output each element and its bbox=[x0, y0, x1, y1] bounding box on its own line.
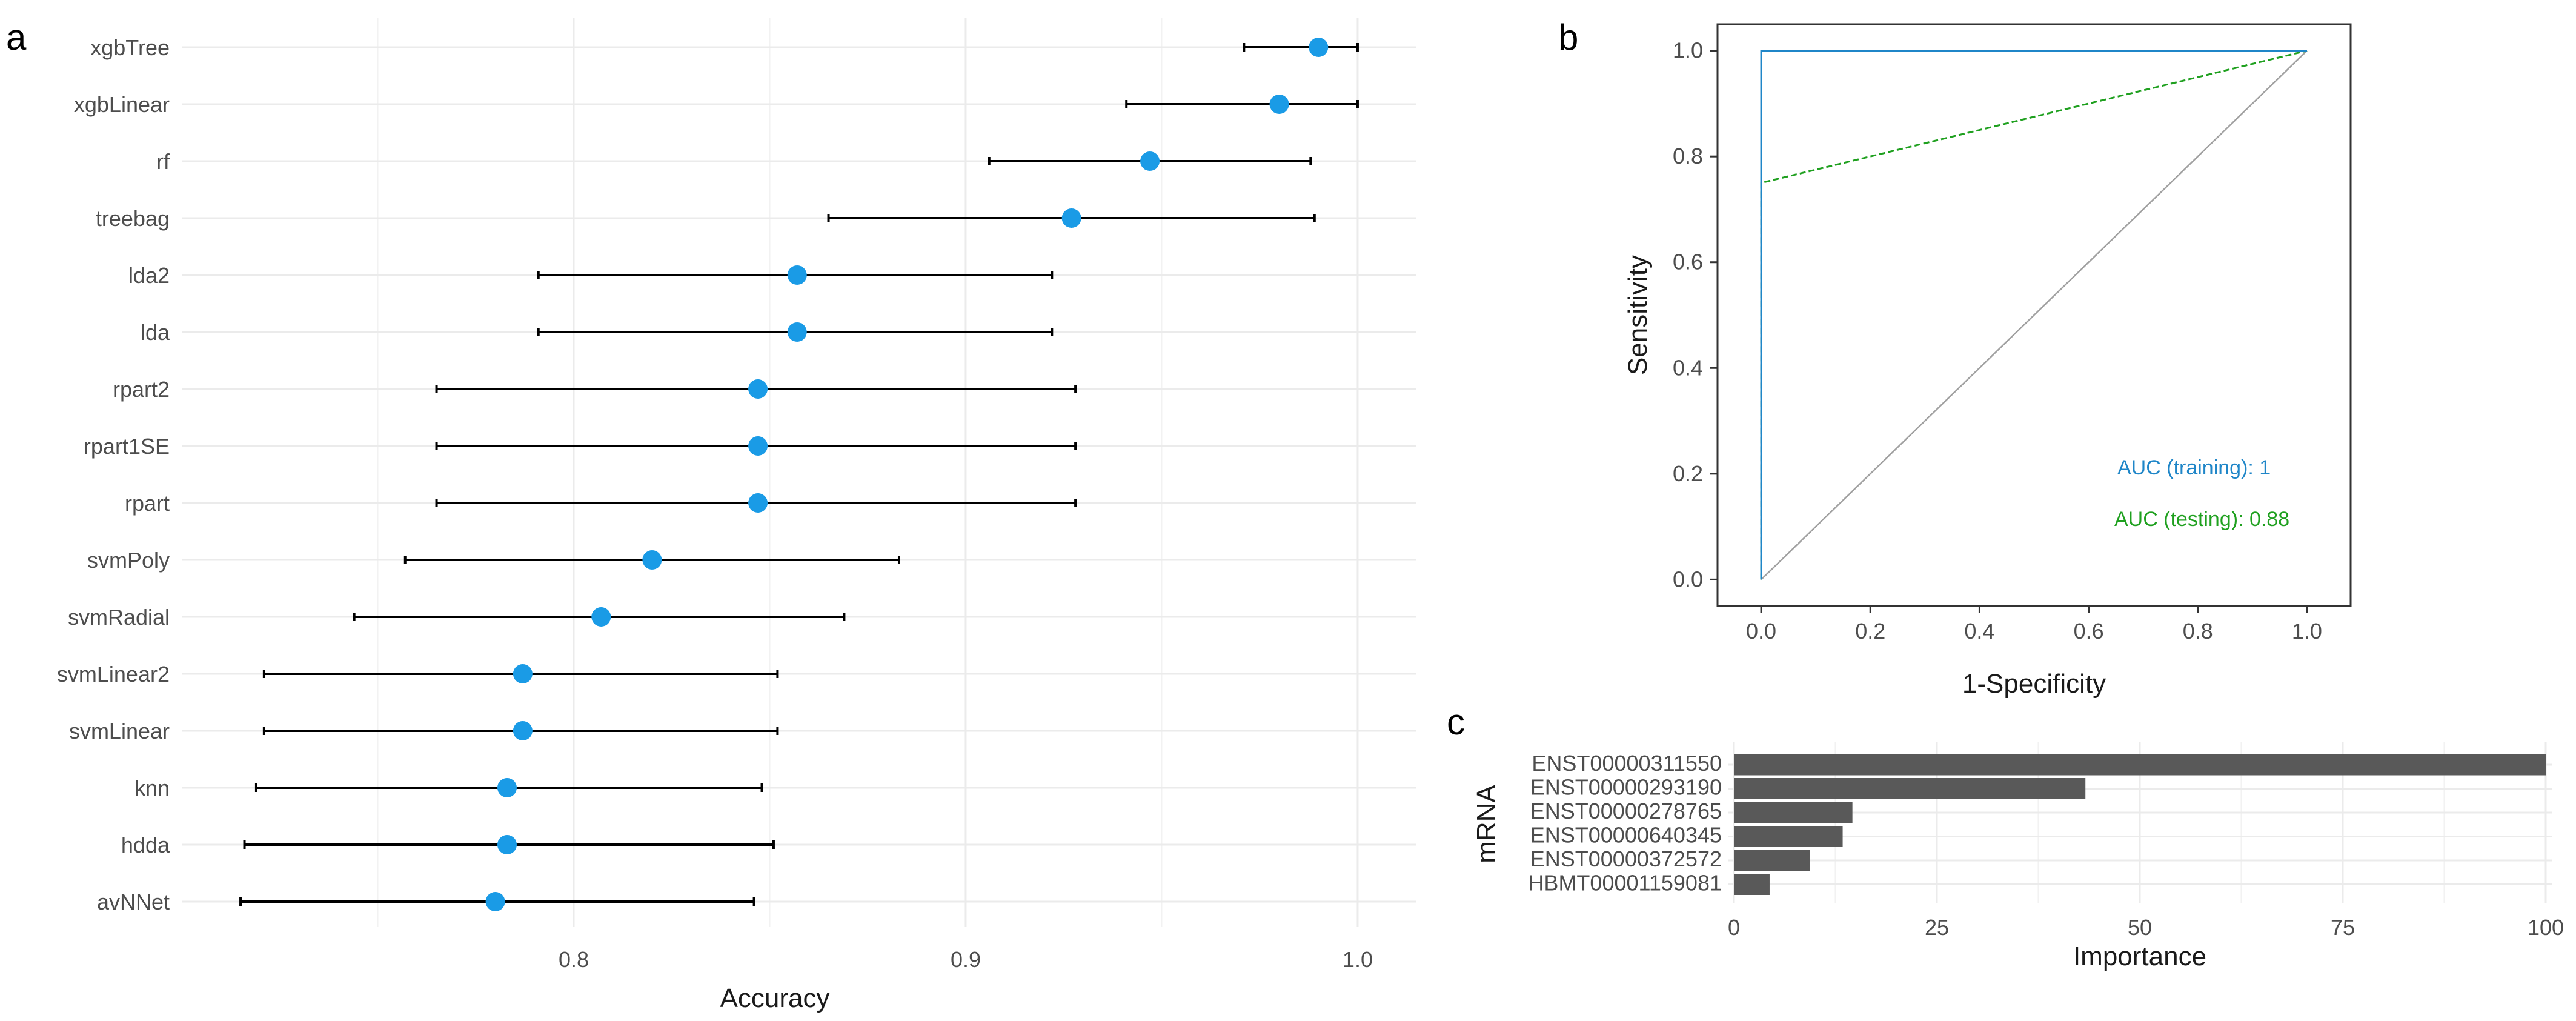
x-tick-label: 0.9 bbox=[951, 947, 981, 972]
y-tick-label: ENST00000640345 bbox=[1530, 823, 1722, 848]
importance-bar bbox=[1734, 802, 1853, 823]
y-tick-label: svmLinear bbox=[69, 719, 170, 743]
y-tick-label: 0.4 bbox=[1673, 355, 1703, 380]
x-axis-title: 1-Specificity bbox=[1962, 669, 2106, 699]
y-tick-label: 0.6 bbox=[1673, 250, 1703, 274]
y-tick-label: svmLinear2 bbox=[57, 662, 170, 687]
importance-bar bbox=[1734, 874, 1770, 895]
x-tick-label: 1.0 bbox=[2292, 619, 2322, 644]
y-axis-title: Sensitivity bbox=[1623, 255, 1653, 375]
y-tick-label: ENST00000372572 bbox=[1530, 846, 1722, 871]
x-tick-label: 75 bbox=[2331, 915, 2355, 940]
roc-line-reference bbox=[1761, 50, 2308, 580]
y-tick-label: rpart bbox=[125, 491, 170, 516]
data-point bbox=[591, 607, 611, 627]
importance-bar bbox=[1734, 754, 2546, 776]
auc-testing-label: AUC (testing): 0.88 bbox=[2114, 508, 2289, 531]
x-tick-label: 0.2 bbox=[1855, 619, 1885, 644]
x-tick-label: 25 bbox=[1925, 915, 1949, 940]
data-point bbox=[748, 493, 768, 513]
y-tick-label: lda bbox=[141, 320, 170, 345]
x-tick-label: 0.0 bbox=[1746, 619, 1776, 644]
data-point bbox=[787, 322, 807, 342]
x-tick-label: 100 bbox=[2528, 915, 2564, 940]
data-point bbox=[787, 265, 807, 285]
panel-label-b: b bbox=[1558, 17, 1578, 58]
data-point bbox=[1061, 208, 1081, 228]
x-tick-label: 0 bbox=[1728, 915, 1740, 940]
importance-bar bbox=[1734, 826, 1843, 847]
x-axis-title: Accuracy bbox=[720, 983, 830, 1013]
data-point bbox=[513, 664, 533, 683]
importance-bar bbox=[1734, 850, 1810, 871]
y-tick-label: rpart2 bbox=[113, 377, 170, 402]
y-tick-label: rf bbox=[156, 149, 170, 174]
y-tick-label: ENST00000311550 bbox=[1532, 751, 1722, 776]
y-tick-label: HBMT00001159081 bbox=[1528, 871, 1722, 896]
y-tick-label: rpart1SE bbox=[84, 434, 170, 459]
x-tick-label: 50 bbox=[2128, 915, 2152, 940]
y-tick-label: knn bbox=[134, 776, 170, 800]
panel-a-dot-whisker-plot: xgbTree xgbLinear rf treebag lda2 lda rpart2 rp… bbox=[57, 18, 1416, 1013]
data-point bbox=[748, 436, 768, 456]
y-tick-label: xgbLinear bbox=[74, 92, 170, 117]
data-point bbox=[642, 550, 662, 570]
importance-bar bbox=[1734, 778, 2086, 799]
y-tick-label: svmPoly bbox=[87, 548, 170, 573]
panel-label-a: a bbox=[6, 17, 27, 58]
y-axis-title: mRNA bbox=[1472, 785, 1501, 863]
y-tick-label: treebag bbox=[96, 206, 170, 231]
x-axis-title: Importance bbox=[2073, 942, 2206, 971]
plot-frame bbox=[1716, 23, 2352, 607]
x-tick-label: 0.8 bbox=[2183, 619, 2213, 644]
data-point bbox=[748, 379, 768, 399]
y-tick-label: hdda bbox=[121, 833, 170, 857]
x-tick-label: 0.6 bbox=[2074, 619, 2104, 644]
roc-line-training bbox=[1760, 50, 2307, 580]
y-tick-label: 0.0 bbox=[1673, 567, 1703, 591]
panel-b-roc-curve: 0.0 0.0 0.2 0.2 0.4 0.4 0.6 0.6 0.8 0.8 1.0 1.0 1-Sp… bbox=[1623, 23, 2352, 699]
data-point bbox=[497, 835, 517, 854]
y-tick-label: ENST00000278765 bbox=[1530, 799, 1722, 823]
panel-c-importance-bar-chart: ENST00000311550ENST00000293190ENST000002… bbox=[1472, 742, 2564, 971]
x-tick-label: 0.4 bbox=[1964, 619, 1994, 644]
y-tick-label: avNNet bbox=[97, 890, 170, 914]
x-tick-label: 1.0 bbox=[1343, 947, 1373, 972]
data-point bbox=[513, 721, 533, 740]
data-point bbox=[485, 892, 505, 911]
data-point bbox=[1309, 38, 1329, 57]
y-tick-label: lda2 bbox=[128, 263, 170, 288]
y-tick-label: 0.2 bbox=[1673, 461, 1703, 486]
auc-training-label: AUC (training): 1 bbox=[2117, 456, 2271, 479]
y-tick-label: 1.0 bbox=[1673, 38, 1703, 63]
data-point bbox=[1269, 95, 1289, 114]
y-tick-label: svmRadial bbox=[68, 605, 170, 630]
data-point bbox=[497, 778, 517, 797]
data-point bbox=[1140, 151, 1160, 171]
panel-label-c: c bbox=[1447, 702, 1465, 742]
x-tick-label: 0.8 bbox=[559, 947, 589, 972]
y-tick-label: ENST00000293190 bbox=[1530, 775, 1722, 800]
y-tick-label: 0.8 bbox=[1673, 144, 1703, 168]
y-tick-label: xgbTree bbox=[90, 35, 170, 60]
